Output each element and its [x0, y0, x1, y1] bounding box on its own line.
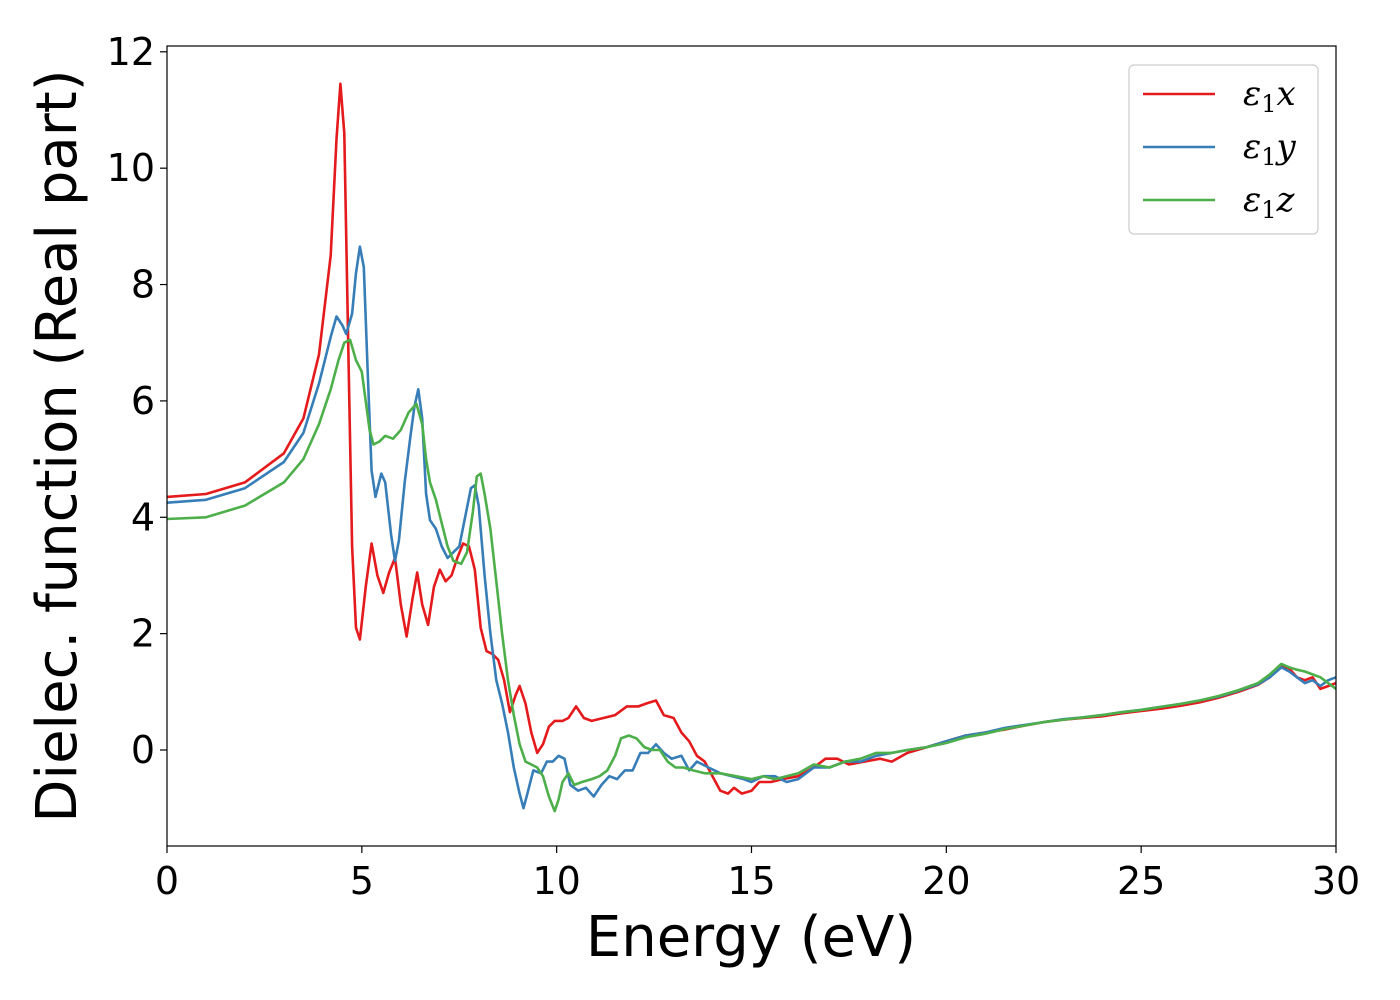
y-tick-label: 10 [107, 146, 155, 190]
legend: ε1x ε1y ε1z [1128, 64, 1319, 235]
x-tick-label: 25 [1117, 859, 1165, 903]
x-tick-label: 5 [350, 859, 374, 903]
x-tick-label: 15 [727, 859, 775, 903]
y-axis-title: Dielec. function (Real part) [25, 69, 90, 822]
x-tick-label: 20 [922, 859, 970, 903]
legend-label-2: ε1z [1243, 180, 1296, 224]
y-tick-label: 2 [131, 612, 155, 656]
y-axis-ticks: 0 2 4 6 8 10 12 [107, 30, 167, 772]
series-layer [167, 82, 1336, 813]
x-tick-label: 0 [155, 859, 179, 903]
legend-label-0: ε1x [1243, 74, 1296, 118]
x-tick-label: 30 [1312, 859, 1360, 903]
series-line-2 [167, 338, 1336, 813]
y-tick-label: 4 [131, 495, 155, 539]
x-tick-label: 10 [532, 859, 580, 903]
y-tick-label: 6 [131, 379, 155, 423]
x-axis-title: Energy (eV) [586, 905, 916, 970]
legend-frame [1128, 64, 1319, 235]
x-axis-ticks: 0 5 10 15 20 25 30 [155, 846, 1360, 903]
y-tick-label: 12 [107, 30, 155, 74]
legend-label-1: ε1y [1243, 127, 1297, 171]
y-tick-label: 0 [131, 728, 155, 772]
y-tick-label: 8 [131, 263, 155, 307]
